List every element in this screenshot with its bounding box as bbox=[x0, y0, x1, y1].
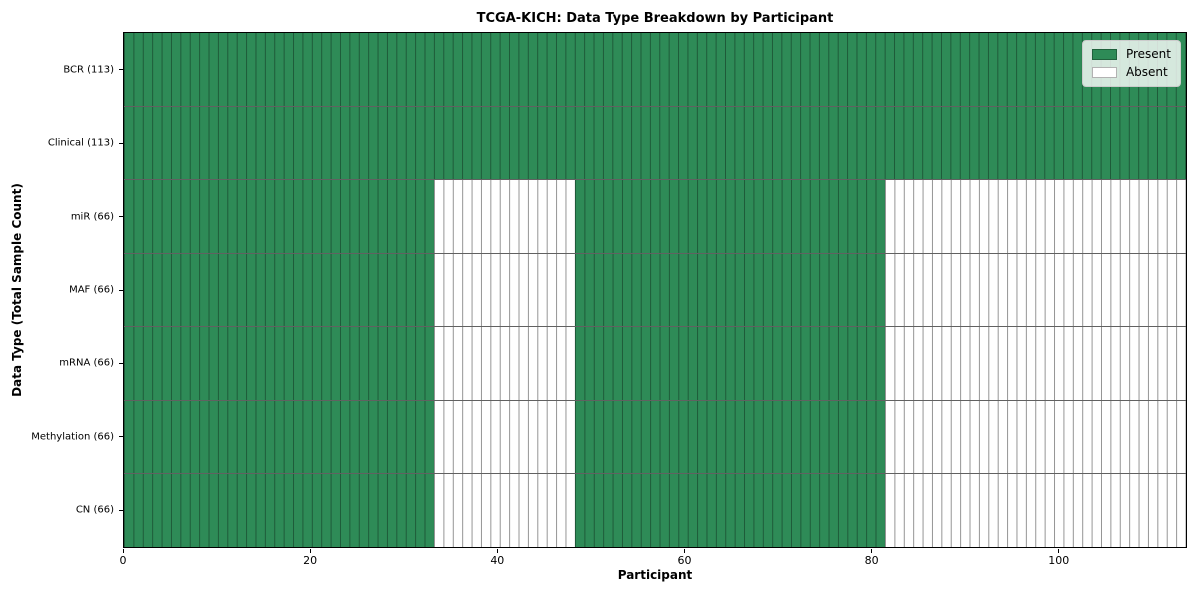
x-tick-label: 100 bbox=[1048, 554, 1070, 567]
matrix-row-CN bbox=[124, 473, 1186, 548]
x-tick-mark bbox=[683, 549, 685, 553]
y-tick-label-Methylation: Methylation (66) bbox=[31, 431, 114, 443]
matrix-row-Clinical bbox=[124, 105, 1186, 180]
y-tick-label-BCR: BCR (113) bbox=[63, 64, 114, 76]
x-axis-label: Participant bbox=[617, 568, 693, 582]
legend: Present Absent bbox=[1081, 40, 1181, 87]
cells-absent bbox=[885, 474, 1186, 548]
y-tick-mark bbox=[119, 289, 123, 291]
cells-absent bbox=[434, 474, 576, 548]
cells-absent bbox=[885, 253, 1186, 327]
cells-present bbox=[575, 253, 886, 327]
cells-present bbox=[575, 474, 886, 548]
cells-absent bbox=[885, 327, 1186, 400]
y-tick-label-mRNA: mRNA (66) bbox=[59, 357, 114, 369]
x-tick-label: 20 bbox=[303, 554, 318, 567]
cells-absent bbox=[434, 180, 576, 253]
legend-label-absent: Absent bbox=[1125, 65, 1168, 80]
cells-present bbox=[124, 106, 1186, 180]
legend-item-absent: Absent bbox=[1091, 65, 1171, 80]
y-tick-mark bbox=[119, 142, 123, 144]
x-tick-mark bbox=[122, 549, 124, 553]
x-tick-label: 80 bbox=[864, 554, 879, 567]
cells-present bbox=[124, 180, 435, 253]
x-tick-mark bbox=[1058, 549, 1060, 553]
y-tick-mark bbox=[119, 509, 123, 511]
legend-item-present: Present bbox=[1091, 47, 1171, 61]
cells-absent bbox=[434, 327, 576, 400]
matrix bbox=[124, 33, 1186, 548]
legend-swatch-present bbox=[1091, 48, 1117, 60]
y-tick-mark bbox=[119, 69, 123, 71]
cells-present bbox=[124, 33, 1186, 106]
matrix-row-MAF bbox=[124, 252, 1186, 327]
y-tick-mark bbox=[119, 216, 123, 218]
x-tick-label: 0 bbox=[119, 554, 127, 567]
y-tick-label-CN: CN (66) bbox=[75, 504, 114, 516]
y-tick-label-Clinical: Clinical (113) bbox=[47, 137, 114, 149]
legend-swatch-absent bbox=[1091, 67, 1117, 79]
y-tick-mark bbox=[119, 436, 123, 438]
x-tick-mark bbox=[496, 549, 498, 553]
cells-present bbox=[124, 400, 435, 474]
y-tick-mark bbox=[119, 362, 123, 364]
x-tick-mark bbox=[309, 549, 311, 553]
cells-present bbox=[124, 327, 435, 400]
cells-present bbox=[575, 327, 886, 400]
x-tick-label: 40 bbox=[490, 554, 505, 567]
cells-present bbox=[124, 253, 435, 327]
matrix-row-miR bbox=[124, 179, 1186, 253]
matrix-row-BCR bbox=[124, 33, 1186, 106]
cells-present bbox=[575, 400, 886, 474]
y-tick-label-MAF: MAF (66) bbox=[69, 284, 114, 296]
chart-title: TCGA-KICH: Data Type Breakdown by Partic… bbox=[476, 11, 834, 26]
cells-absent bbox=[885, 180, 1186, 253]
x-tick-mark bbox=[871, 549, 873, 553]
matrix-row-Methylation bbox=[124, 399, 1186, 474]
legend-label-present: Present bbox=[1125, 47, 1171, 61]
x-tick-label: 60 bbox=[677, 554, 692, 567]
matrix-row-mRNA bbox=[124, 326, 1186, 400]
cells-absent bbox=[434, 253, 576, 327]
cells-absent bbox=[434, 400, 576, 474]
plot-area: Present Absent bbox=[123, 32, 1187, 548]
cells-present bbox=[124, 474, 435, 548]
cells-present bbox=[575, 180, 886, 253]
y-tick-label-miR: miR (66) bbox=[70, 211, 114, 223]
cells-absent bbox=[885, 400, 1186, 474]
